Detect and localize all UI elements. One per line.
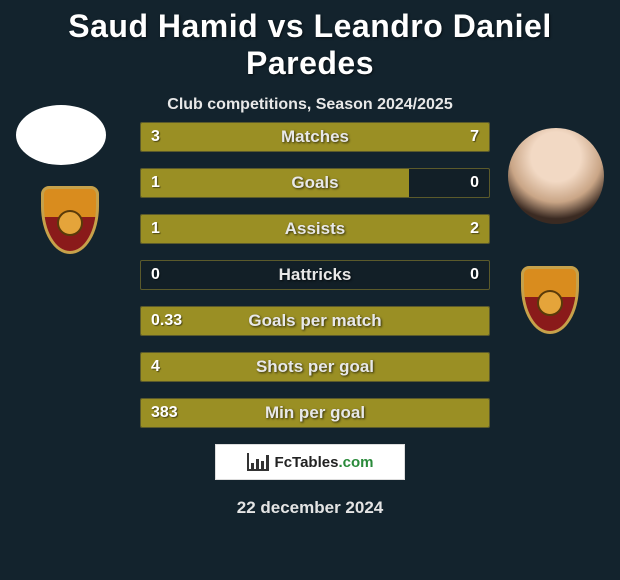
player-left-avatar <box>16 105 106 165</box>
comparison-row: 4Shots per goal <box>140 352 490 382</box>
shield-icon <box>41 186 99 254</box>
shield-icon <box>521 266 579 334</box>
comparison-row: 12Assists <box>140 214 490 244</box>
site-domain-text: .com <box>338 454 373 471</box>
metric-label: Assists <box>141 219 489 239</box>
club-crest-right <box>500 258 600 342</box>
site-logo: FcTables.com <box>215 444 405 480</box>
metric-label: Hattricks <box>141 265 489 285</box>
page-title: Saud Hamid vs Leandro Daniel Paredes <box>0 0 620 82</box>
comparison-row: 37Matches <box>140 122 490 152</box>
page-subtitle: Club competitions, Season 2024/2025 <box>0 96 620 114</box>
barchart-icon <box>247 453 269 471</box>
player-right-avatar <box>508 128 604 224</box>
site-name-text: FcTables <box>275 454 339 471</box>
comparison-bars: 37Matches 10Goals 12Assists 00Hattricks 0.33… <box>140 122 490 444</box>
comparison-row: 10Goals <box>140 168 490 198</box>
comparison-row: 00Hattricks <box>140 260 490 290</box>
site-name: FcTables.com <box>275 454 374 471</box>
comparison-row: 383Min per goal <box>140 398 490 428</box>
metric-label: Matches <box>141 127 489 147</box>
metric-label: Shots per goal <box>141 357 489 377</box>
metric-label: Min per goal <box>141 403 489 423</box>
comparison-row: 0.33Goals per match <box>140 306 490 336</box>
metric-label: Goals per match <box>141 311 489 331</box>
metric-label: Goals <box>141 173 489 193</box>
club-crest-left <box>20 178 120 262</box>
date-text: 22 december 2024 <box>0 498 620 518</box>
